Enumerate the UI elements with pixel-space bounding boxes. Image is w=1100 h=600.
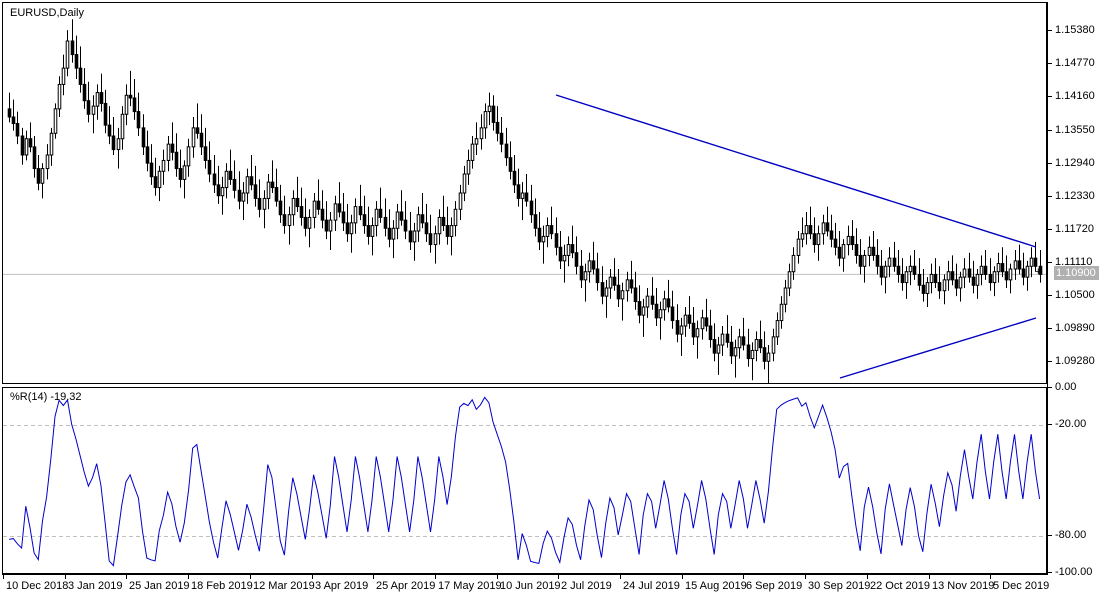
indicator-canvas[interactable]: [3, 388, 1046, 573]
date-axis-label: 5 Dec 2019: [993, 580, 1050, 592]
date-axis-label: 25 Jan 2019: [129, 580, 190, 592]
descending-resistance: [555, 94, 1037, 248]
date-axis-tick: [312, 574, 313, 579]
price-axis-tick: [1047, 63, 1052, 65]
price-axis-label: 1.09890: [1055, 322, 1095, 335]
date-axis-label: 10 Dec 2018: [6, 580, 69, 592]
williams-percent-r-line: [9, 396, 1041, 567]
price-axis-label: 1.14770: [1055, 57, 1095, 70]
date-axis-tick: [497, 574, 498, 579]
date-axis-tick: [743, 574, 744, 579]
price-axis-label: 1.11720: [1055, 222, 1094, 235]
date-axis-tick: [558, 574, 559, 579]
date-axis-line: [2, 574, 1048, 575]
price-axis-label: 1.14160: [1055, 90, 1095, 103]
indicator-axis-tick: [1047, 387, 1052, 388]
date-axis-tick: [867, 574, 868, 579]
date-axis-tick: [65, 574, 66, 579]
price-axis-tick: [1047, 328, 1052, 330]
indicator-axis-label: 0.00: [1055, 381, 1077, 393]
price-chart-pane[interactable]: EURUSD,Daily: [2, 2, 1047, 384]
chart-title: EURUSD,Daily: [10, 7, 84, 19]
indicator-axis-label: -80.00: [1055, 529, 1087, 541]
trendline-group[interactable]: [555, 94, 1037, 379]
price-axis-tick: [1047, 162, 1052, 164]
candlestick-series: [7, 19, 1043, 383]
price-axis-label: 1.12330: [1055, 189, 1095, 202]
date-axis-tick: [188, 574, 189, 579]
price-axis-tick: [1047, 96, 1052, 98]
date-axis-label: 25 Apr 2019: [376, 580, 436, 592]
indicator-pane[interactable]: %R(14) -19.32: [2, 387, 1047, 574]
indicator-level-lines: [3, 425, 1046, 537]
indicator-axis-tick: [1047, 572, 1052, 573]
date-axis-tick: [3, 574, 4, 579]
date-axis-label: 22 Oct 2019: [870, 580, 930, 592]
price-axis-label: 1.11110: [1055, 256, 1093, 269]
price-axis-label: 1.13550: [1055, 123, 1095, 136]
date-axis-label: 10 Jun 2019: [500, 580, 561, 592]
price-axis-label: 1.12940: [1055, 156, 1095, 169]
date-axis-tick: [620, 574, 621, 579]
price-axis-tick: [1047, 295, 1052, 297]
price-axis-tick: [1047, 228, 1052, 230]
indicator-axis-tick: [1047, 535, 1052, 536]
date-axis-label: 13 Nov 2019: [932, 580, 995, 592]
date-axis-label: 3 Apr 2019: [315, 580, 369, 592]
price-axis-line: [1047, 2, 1048, 574]
date-axis-tick: [929, 574, 930, 579]
price-axis-tick: [1047, 195, 1052, 197]
price-axis-tick: [1047, 361, 1052, 363]
indicator-axis-tick: [1047, 424, 1052, 425]
date-axis-tick: [250, 574, 251, 579]
date-axis-label: 24 Jul 2019: [623, 580, 680, 592]
date-axis-tick: [682, 574, 683, 579]
date-axis-label: 12 Mar 2019: [253, 580, 315, 592]
indicator-axis-label: -100.00: [1055, 566, 1093, 578]
date-axis-label: 18 Feb 2019: [191, 580, 253, 592]
price-axis-tick: [1047, 30, 1052, 32]
date-axis-label: 2 Jul 2019: [561, 580, 612, 592]
price-axis-label: 1.10500: [1055, 289, 1095, 302]
date-axis-label: 17 May 2019: [438, 580, 502, 592]
current-price-tag: 1.10900: [1054, 266, 1099, 281]
date-axis-label: 3 Jan 2019: [68, 580, 123, 592]
price-axis-tick: [1047, 262, 1052, 264]
date-axis-tick: [805, 574, 806, 579]
crosshair-marker: +: [1035, 266, 1042, 279]
date-axis-tick: [990, 574, 991, 579]
price-axis-label: 1.15380: [1055, 24, 1095, 37]
date-axis-label: 6 Sep 2019: [746, 580, 803, 592]
date-axis-tick: [435, 574, 436, 579]
date-axis-label: 30 Sep 2019: [808, 580, 871, 592]
date-axis-tick: [126, 574, 127, 579]
price-chart-canvas[interactable]: [3, 3, 1046, 383]
price-axis-label: 1.09280: [1055, 355, 1095, 368]
date-axis-tick: [373, 574, 374, 579]
ascending-support: [839, 317, 1037, 379]
price-axis-tick: [1047, 129, 1052, 131]
indicator-axis-label: -20.00: [1055, 418, 1087, 430]
indicator-title: %R(14) -19.32: [10, 391, 82, 403]
date-axis-label: 15 Aug 2019: [685, 580, 747, 592]
